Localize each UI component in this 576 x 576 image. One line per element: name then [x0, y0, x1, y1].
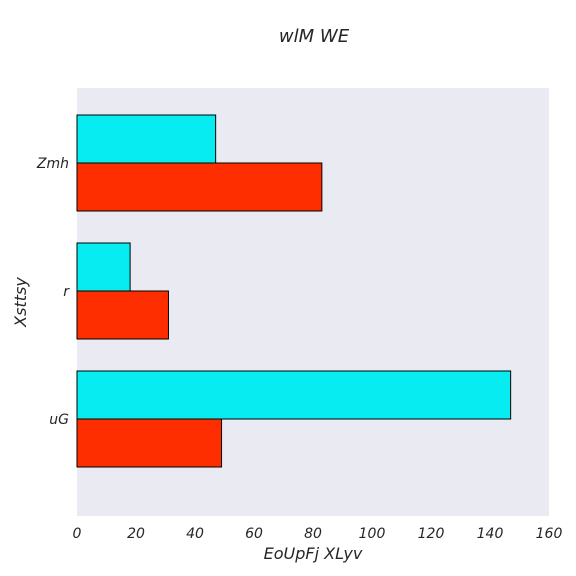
x-tick-label-0: 0 [73, 526, 82, 542]
y-tick-label-r: r [63, 284, 70, 300]
bar-r-series-2 [76, 290, 169, 340]
y-tick-labels: Zmh r uG [36, 156, 70, 428]
y-tick-label-ug: uG [49, 412, 69, 428]
x-tick-label-100: 100 [359, 526, 386, 542]
bar-ug-series-2 [76, 418, 223, 468]
x-tick-label-60: 60 [245, 526, 263, 542]
x-tick-label-140: 140 [477, 526, 504, 542]
x-tick-label-40: 40 [186, 526, 204, 542]
x-tick-label-80: 80 [304, 526, 322, 542]
x-tick-label-20: 20 [127, 526, 145, 542]
x-tick-label-160: 160 [536, 526, 563, 542]
x-tick-labels: 0 20 40 60 80 100 120 140 160 [73, 526, 563, 542]
x-tick-label-120: 120 [418, 526, 445, 542]
bars-group [76, 114, 512, 468]
y-axis-label: Xsttsy [11, 277, 30, 328]
bar-ug-series-1 [76, 370, 512, 420]
bar-zmh-series-1 [76, 114, 217, 164]
bar-zmh-series-2 [76, 162, 323, 212]
y-tick-label-zmh: Zmh [36, 156, 69, 172]
bar-r-series-1 [76, 242, 131, 292]
chart-title: wlM WE [279, 26, 350, 47]
x-axis-label: EoUpFj XLyv [264, 544, 363, 563]
